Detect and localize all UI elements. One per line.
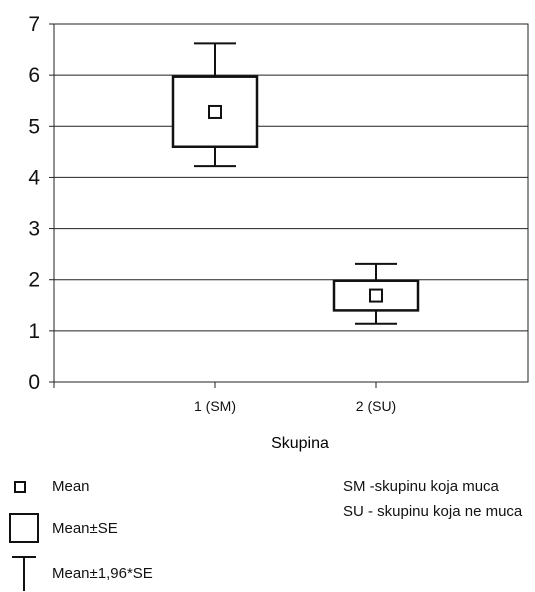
y-tick-label: 1 xyxy=(28,320,40,343)
note-sm: SM -skupinu koja muca xyxy=(343,478,499,495)
y-tick-label: 2 xyxy=(28,269,40,292)
legend-ci: Mean±1,96*SE xyxy=(8,555,153,591)
y-tick-label: 6 xyxy=(28,64,40,87)
se-box xyxy=(171,75,259,148)
y-tick-label: 5 xyxy=(28,115,40,138)
legend-se-label: Mean±SE xyxy=(52,519,118,537)
legend-se: Mean±SE xyxy=(8,512,118,544)
box-group xyxy=(171,42,259,168)
y-tick-label: 0 xyxy=(28,371,40,394)
legend-mean-label: Mean xyxy=(52,478,90,495)
legend-mean: Mean xyxy=(12,478,90,495)
legend-ci-icon xyxy=(12,556,36,591)
mean-marker xyxy=(369,288,383,303)
x-tick-label: 2 (SU) xyxy=(356,398,396,414)
mean-marker xyxy=(208,104,222,119)
x-tick-label: 1 (SM) xyxy=(194,398,236,414)
legend-se-icon xyxy=(9,513,39,543)
axes: 0 1 2 3 4 5 6 7 1 (SM) 2 (SU) xyxy=(28,13,396,414)
plot-frame xyxy=(53,23,529,383)
note-su: SU - skupinu koja ne muca xyxy=(343,503,523,520)
box-group xyxy=(332,262,420,325)
box-plot-chart: 0 1 2 3 4 5 6 7 1 (SM) 2 (SU) Skupina xyxy=(28,13,529,452)
boxes xyxy=(171,42,420,325)
y-tick-label: 7 xyxy=(28,13,40,36)
x-axis-label: Skupina xyxy=(271,435,329,452)
legend-mean-icon xyxy=(14,480,26,493)
gridlines xyxy=(53,23,529,383)
y-tick-label: 3 xyxy=(28,218,40,241)
y-tick-label: 4 xyxy=(28,166,40,189)
legend-ci-label: Mean±1,96*SE xyxy=(52,564,153,582)
